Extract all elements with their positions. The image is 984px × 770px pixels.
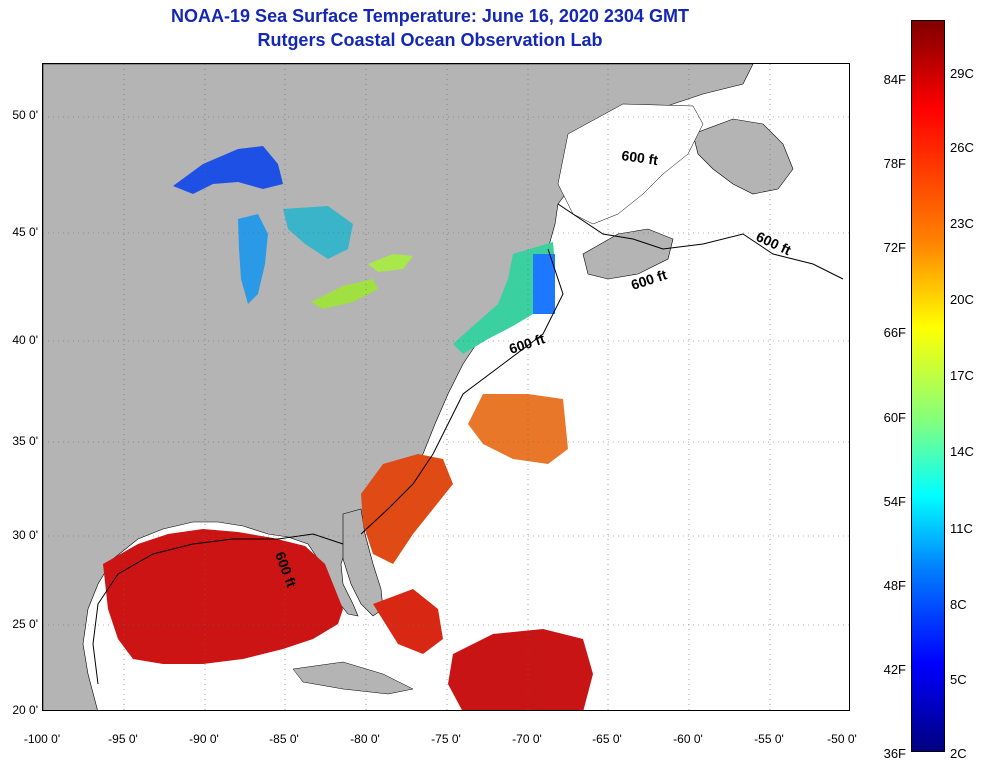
graticule [43, 64, 849, 710]
lat-label-50: 50 0' [12, 108, 38, 122]
colorbar-c-20: 20C [950, 292, 974, 307]
lon-label-95: -95 0' [108, 732, 138, 746]
lon-label-80: -80 0' [350, 732, 380, 746]
gulf-of-mexico-sst [103, 529, 343, 664]
gulf-of-maine-cold-patch [533, 254, 555, 314]
lon-label-60: -60 0' [673, 732, 703, 746]
colorbar-c-14: 14C [950, 444, 974, 459]
lon-label-70: -70 0' [512, 732, 542, 746]
lake-huron [283, 206, 353, 259]
colorbar-c-17: 17C [950, 368, 974, 383]
gulf-st-lawrence [557, 103, 704, 225]
lat-label-45: 45 0' [12, 225, 38, 239]
sst-map-canvas: 600 ft 600 ft 600 ft 600 ft 600 ft [43, 64, 849, 710]
lon-label-85: -85 0' [269, 732, 299, 746]
map-title: NOAA-19 Sea Surface Temperature: June 16… [171, 6, 689, 26]
lake-erie [311, 279, 378, 309]
colorbar-f-42: 42F [883, 662, 906, 677]
carolina-shelf-sst [361, 454, 453, 564]
colorbar-f-48: 48F [883, 578, 906, 593]
colorbar-f-36: 36F [883, 746, 906, 761]
colorbar-c-23: 23C [950, 216, 974, 231]
lon-label-65: -65 0' [592, 732, 622, 746]
lat-label-25: 25 0' [12, 617, 38, 631]
lat-label-20: 20 0' [12, 703, 38, 717]
sst-map: 600 ft 600 ft 600 ft 600 ft 600 ft [42, 63, 850, 711]
colorbar-f-66: 66F [883, 325, 906, 340]
lon-label-100: -100 0' [23, 732, 61, 746]
colorbar-f-72: 72F [883, 240, 906, 255]
gulf-stream-sst [468, 394, 568, 464]
colorbar-f-60: 60F [883, 410, 906, 425]
colorbar-f-54: 54F [883, 494, 906, 509]
gulf-of-maine-sst [453, 242, 555, 354]
colorbar-c-2: 2C [950, 746, 967, 761]
lake-superior [173, 146, 283, 194]
colorbar-c-8: 8C [950, 597, 967, 612]
land-maritimes [582, 228, 674, 280]
lon-label-90: -90 0' [189, 732, 219, 746]
colorbar-c-11: 11C [950, 521, 973, 536]
lon-label-50: -50 0' [827, 732, 857, 746]
lon-label-75: -75 0' [431, 732, 461, 746]
caribbean-sst [448, 629, 593, 710]
colorbar-f-78: 78F [883, 156, 906, 171]
lat-label-30: 30 0' [12, 528, 38, 542]
colorbar-c-5: 5C [950, 672, 967, 687]
lake-ontario [368, 254, 413, 272]
depth-contour-600ft [92, 203, 844, 685]
cuba-land [292, 661, 414, 695]
colorbar-c-26: 26C [950, 140, 974, 155]
colorbar-f-84: 84F [883, 72, 906, 87]
bahamas-sst [373, 589, 443, 654]
temperature-colorbar [911, 20, 945, 752]
contour-label-nova-scotia: 600 ft [621, 147, 660, 168]
colorbar-c-29: 29C [950, 66, 974, 81]
lake-michigan [238, 214, 268, 304]
lon-label-55: -55 0' [754, 732, 784, 746]
land-newfoundland [692, 118, 794, 195]
lat-label-35: 35 0' [12, 434, 38, 448]
map-subtitle: Rutgers Coastal Ocean Observation Lab [257, 30, 603, 50]
lat-label-40: 40 0' [12, 333, 38, 347]
